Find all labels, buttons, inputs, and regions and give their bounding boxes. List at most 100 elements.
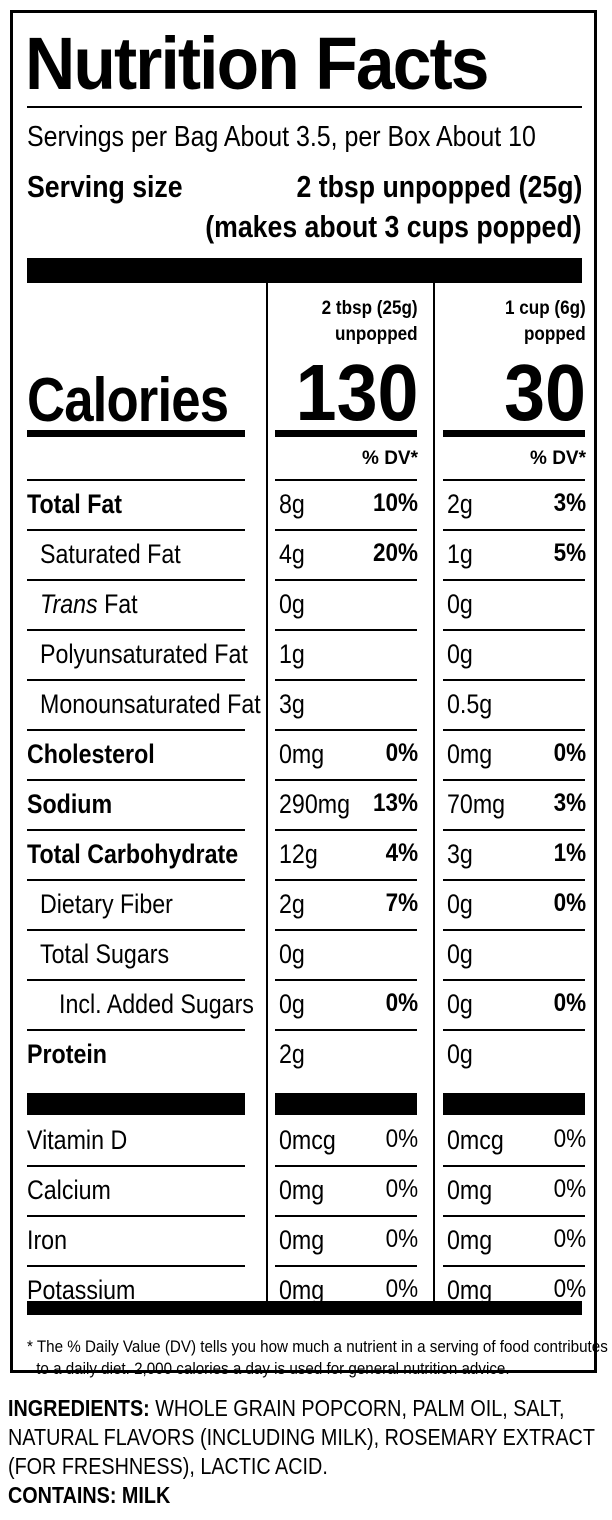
row-rule-2	[443, 629, 585, 631]
amount-unpopped: 12g	[279, 839, 318, 869]
nutrient-row: Trans Fat 0g 0g	[13, 579, 594, 629]
nutrient-row: Dietary Fiber 2g 7% 0g 0%	[13, 879, 594, 929]
row-rule-1	[275, 929, 417, 931]
row-rule-2	[443, 1265, 585, 1267]
serving-size-value: 2 tbsp unpopped (25g)	[296, 169, 582, 204]
amount-unpopped: 8g	[279, 489, 305, 519]
column-1-header: 2 tbsp (25g) unpopped	[322, 296, 418, 348]
row-rule-1	[275, 679, 417, 681]
nutrient-row: Total Sugars 0g 0g	[13, 929, 594, 979]
dv-popped: 0%	[553, 889, 586, 917]
contains-label: CONTAINS:	[8, 1482, 117, 1508]
vitamin-dv-unpopped: 0%	[385, 1175, 418, 1203]
row-rule-0	[27, 929, 245, 931]
dv-unpopped: 7%	[385, 889, 418, 917]
amount-popped: 1g	[447, 539, 473, 569]
row-rule-0	[27, 879, 245, 881]
vitamin-dv-unpopped: 0%	[385, 1225, 418, 1253]
vitamin-amount-unpopped: 0mcg	[279, 1125, 336, 1155]
vitamin-amount-unpopped: 0mg	[279, 1175, 325, 1205]
dv-popped: 1%	[553, 839, 586, 867]
amount-unpopped: 1g	[279, 639, 305, 669]
row-rule-0	[27, 979, 245, 981]
footnote-line-2: to a daily diet. 2,000 calories a day is…	[36, 1360, 510, 1378]
calories-rule-label	[27, 430, 245, 437]
nutrient-label-text: Polyunsaturated Fat	[40, 639, 248, 669]
nutrient-label-text: Protein	[27, 1039, 107, 1069]
row-rule-0	[27, 579, 245, 581]
nutrient-label-text: Saturated Fat	[40, 539, 181, 569]
divider	[27, 106, 582, 108]
ingredients-block: INGREDIENTS: WHOLE GRAIN POPCORN, PALM O…	[8, 1394, 595, 1510]
amount-unpopped: 0g	[279, 989, 305, 1019]
amount-popped: 0g	[447, 1039, 473, 1069]
nutrient-row: Cholesterol 0mg 0% 0mg 0%	[13, 729, 594, 779]
vitamin-thick-rule-0	[27, 1093, 245, 1115]
vitamin-row: Iron 0mg 0% 0mg 0%	[13, 1215, 594, 1265]
vitamin-amount-unpopped: 0mg	[279, 1225, 325, 1255]
nutrient-row: Sodium 290mg 13% 70mg 3%	[13, 779, 594, 829]
vitamin-dv-popped: 0%	[553, 1175, 586, 1203]
row-rule-1	[275, 1165, 417, 1167]
column-separator-2	[433, 283, 435, 1303]
ingredients-line-1: INGREDIENTS: WHOLE GRAIN POPCORN, PALM O…	[8, 1394, 595, 1423]
contains-line: CONTAINS: MILK	[8, 1481, 595, 1510]
vitamin-dv-popped: 0%	[553, 1275, 586, 1303]
row-rule-0	[27, 529, 245, 531]
row-rule-2	[443, 979, 585, 981]
vitamin-dv-popped: 0%	[553, 1125, 586, 1153]
vitamin-label: Calcium	[27, 1175, 111, 1205]
row-rule-1	[275, 1215, 417, 1217]
row-rule-2	[443, 679, 585, 681]
vitamin-row: Vitamin D 0mcg 0% 0mcg 0%	[13, 1115, 594, 1165]
amount-popped: 0g	[447, 939, 473, 969]
row-rule-1	[275, 829, 417, 831]
nutrient-label: Sodium	[27, 789, 112, 820]
ingredients-line-2: NATURAL FLAVORS (INCLUDING MILK), ROSEMA…	[8, 1424, 595, 1450]
vitamin-label: Vitamin D	[27, 1125, 128, 1155]
row-rule-1	[275, 479, 417, 481]
row-rule-1	[275, 1029, 417, 1031]
row-rule-1	[275, 579, 417, 581]
contains-value: MILK	[116, 1482, 171, 1508]
row-rule-1	[275, 1265, 417, 1267]
amount-unpopped: 0g	[279, 939, 305, 969]
column-2-header: 1 cup (6g) popped	[505, 296, 586, 348]
amount-popped: 3g	[447, 839, 473, 869]
servings-per-container: Servings per Bag About 3.5, per Box Abou…	[27, 121, 536, 153]
row-rule-1	[275, 879, 417, 881]
vitamin-amount-popped: 0mg	[447, 1175, 493, 1205]
nutrient-label: Total Sugars	[40, 939, 169, 970]
amount-unpopped: 0mg	[279, 739, 325, 769]
row-rule-0	[27, 829, 245, 831]
amount-unpopped: 4g	[279, 539, 305, 569]
calories-rule-col2	[443, 430, 585, 437]
serving-size-note: (makes about 3 cups popped)	[205, 209, 582, 244]
dv-popped: 3%	[553, 789, 586, 817]
dv-header-col2: % DV*	[530, 448, 586, 469]
nutrient-label-text: Total Sugars	[40, 939, 170, 969]
vitamin-row: Calcium 0mg 0% 0mg 0%	[13, 1165, 594, 1215]
row-rule-2	[443, 929, 585, 931]
nutrient-label-text: Total Carbohydrate	[27, 839, 239, 869]
dv-popped: 0%	[553, 989, 586, 1017]
row-rule-2	[443, 829, 585, 831]
nutrient-label-text: Monounsaturated Fat	[40, 689, 261, 719]
vitamin-dv-unpopped: 0%	[385, 1275, 418, 1303]
amount-unpopped: 2g	[279, 889, 305, 919]
dv-unpopped: 4%	[385, 839, 418, 867]
row-rule-0	[27, 1215, 245, 1217]
nutrient-label: Incl. Added Sugars	[59, 989, 254, 1020]
nutrient-label: Total Carbohydrate	[27, 839, 238, 870]
vitamin-amount-popped: 0mg	[447, 1275, 493, 1305]
nutrient-label-text: Total Fat	[27, 489, 123, 519]
bottom-thick-divider	[27, 1301, 582, 1315]
amount-popped: 0g	[447, 989, 473, 1019]
panel-title: Nutrition Facts	[25, 22, 489, 105]
row-rule-0	[27, 629, 245, 631]
amount-unpopped: 2g	[279, 1039, 305, 1069]
row-rule-2	[443, 729, 585, 731]
vitamin-dv-popped: 0%	[553, 1225, 586, 1253]
nutrition-facts-panel: Nutrition Facts Servings per Bag About 3…	[10, 10, 608, 1378]
row-rule-1	[275, 779, 417, 781]
